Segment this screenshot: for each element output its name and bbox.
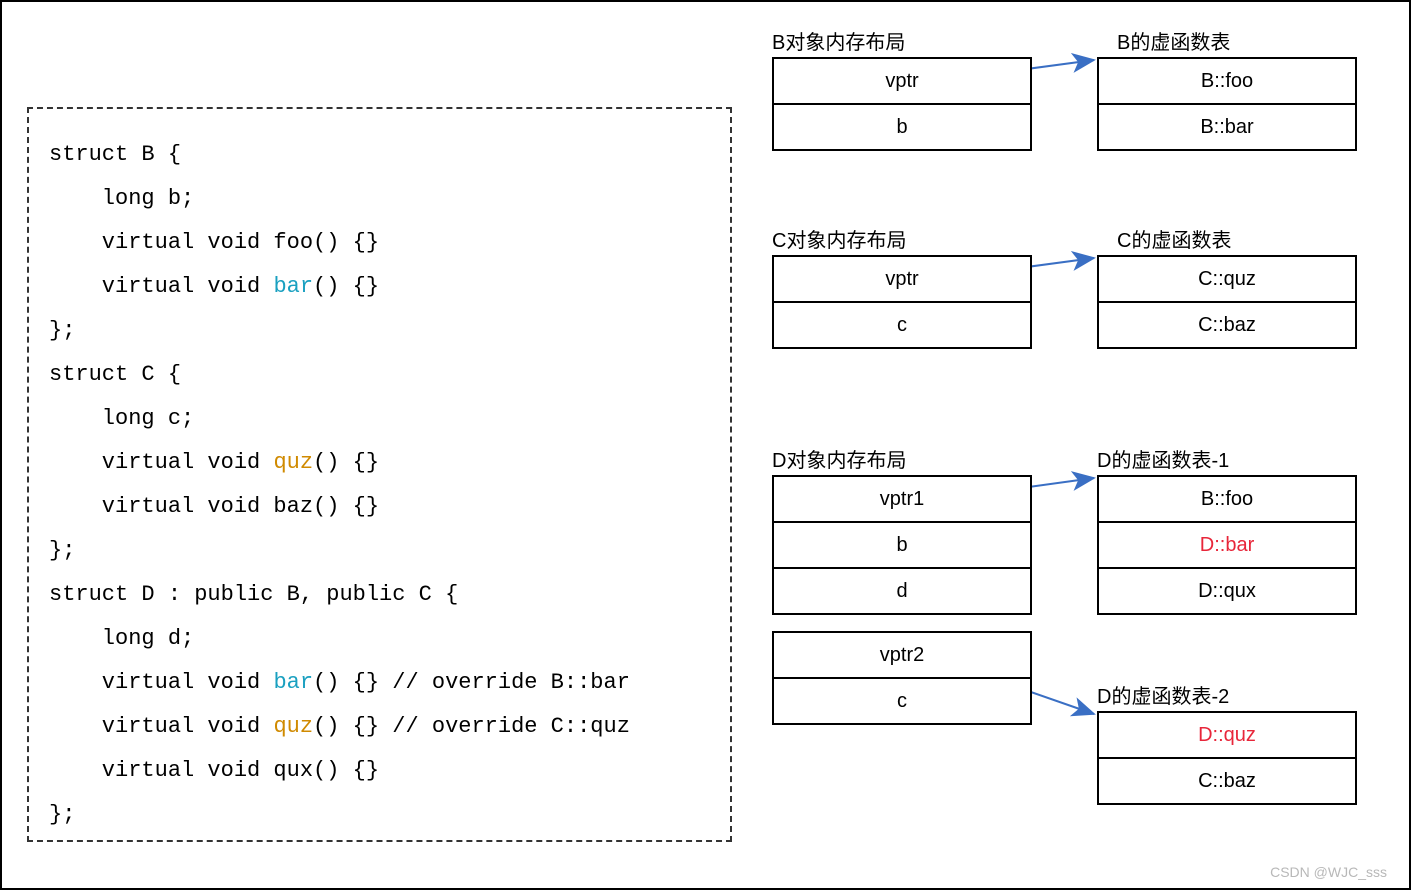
cell-d_vt1-2: D::qux: [1097, 567, 1357, 615]
title-b_vt: B的虚函数表: [1117, 26, 1230, 55]
cell-c_vt-1: C::baz: [1097, 301, 1357, 349]
title-d_mem: D对象内存布局: [772, 444, 906, 473]
cell-d_vt2-0: D::quz: [1097, 711, 1357, 759]
cell-c_mem-1: c: [772, 301, 1032, 349]
cell-b_vt-0: B::foo: [1097, 57, 1357, 105]
cell-d_mem-4: c: [772, 677, 1032, 725]
code-panel: struct B { long b; virtual void foo() {}…: [27, 107, 732, 842]
cell-d_mem-3: vptr2: [772, 631, 1032, 679]
cell-d_vt1-0: B::foo: [1097, 475, 1357, 523]
cell-d_mem-1: b: [772, 521, 1032, 569]
title-d_vt1: D的虚函数表-1: [1097, 444, 1229, 473]
cell-b_mem-1: b: [772, 103, 1032, 151]
title-c_vt: C的虚函数表: [1117, 224, 1231, 253]
title-d_vt2: D的虚函数表-2: [1097, 680, 1229, 709]
cell-b_vt-1: B::bar: [1097, 103, 1357, 151]
cell-d_mem-2: d: [772, 567, 1032, 615]
code-lines: struct B { long b; virtual void foo() {}…: [49, 133, 710, 837]
cell-c_mem-0: vptr: [772, 255, 1032, 303]
title-c_mem: C对象内存布局: [772, 224, 906, 253]
watermark: CSDN @WJC_sss: [1270, 864, 1387, 880]
cell-d_vt2-1: C::baz: [1097, 757, 1357, 805]
diagram-area: B对象内存布局 B的虚函数表 C对象内存布局 C的虚函数表 D对象内存布局 D的虚函数表-…: [762, 2, 1407, 892]
cell-c_vt-0: C::quz: [1097, 255, 1357, 303]
title-b_mem: B对象内存布局: [772, 26, 905, 55]
cell-d_vt1-1: D::bar: [1097, 521, 1357, 569]
cell-b_mem-0: vptr: [772, 57, 1032, 105]
cell-d_mem-0: vptr1: [772, 475, 1032, 523]
